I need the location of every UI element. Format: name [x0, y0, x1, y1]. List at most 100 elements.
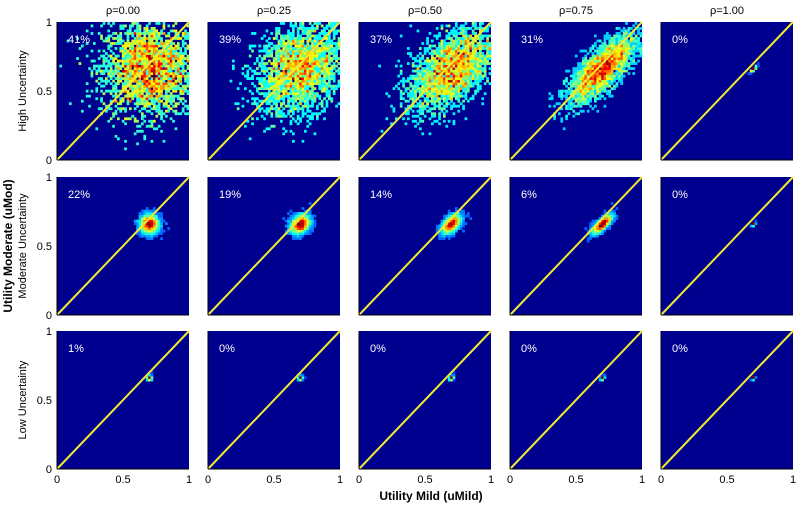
- density-cell: [431, 99, 434, 103]
- density-cell: [143, 37, 147, 40]
- density-cell: [596, 69, 600, 73]
- density-cell: [292, 107, 295, 111]
- density-cell: [399, 94, 403, 98]
- density-cell: [138, 82, 142, 86]
- density-cell: [294, 214, 298, 218]
- density-cell: [445, 29, 449, 33]
- density-cell: [304, 72, 307, 75]
- density-cell: [428, 77, 432, 81]
- density-cell: [328, 57, 331, 60]
- density-cell: [754, 376, 758, 379]
- density-cell: [608, 217, 612, 220]
- density-cell: [582, 89, 585, 93]
- density-cell: [153, 92, 156, 96]
- density-cell: [632, 49, 636, 53]
- density-cell: [306, 94, 310, 98]
- density-cell: [447, 119, 451, 123]
- density-cell: [467, 67, 470, 70]
- density-cell: [275, 27, 278, 30]
- density-cell: [268, 127, 271, 131]
- density-cell: [622, 32, 626, 35]
- density-cell: [332, 62, 336, 65]
- density-cell: [131, 74, 135, 78]
- density-cell: [639, 44, 643, 48]
- density-cell: [421, 72, 425, 75]
- density-cell: [608, 74, 612, 78]
- density-cell: [296, 107, 300, 111]
- density-cell: [153, 44, 156, 48]
- density-cell: [246, 72, 250, 75]
- density-cell: [479, 29, 482, 33]
- density-cell: [136, 94, 139, 98]
- density-cell: [311, 114, 314, 118]
- density-cell: [613, 74, 616, 78]
- density-cell: [594, 67, 597, 70]
- density-cell: [416, 74, 420, 78]
- density-cell: [577, 84, 580, 88]
- density-cell: [287, 112, 290, 116]
- density-cell: [591, 54, 595, 58]
- density-cell: [117, 59, 120, 63]
- density-cell: [450, 84, 453, 88]
- density-cell: [256, 67, 259, 70]
- density-cell: [100, 97, 103, 101]
- density-cell: [414, 84, 417, 88]
- density-cell: [311, 34, 314, 38]
- density-cell: [320, 29, 324, 33]
- density-cell: [301, 229, 305, 233]
- density-cell: [155, 82, 159, 86]
- density-cell: [280, 64, 283, 68]
- density-cell: [469, 67, 473, 70]
- density-cell: [479, 39, 482, 43]
- density-cell: [136, 34, 139, 38]
- density-cell: [260, 84, 264, 88]
- density-cell: [131, 52, 135, 55]
- density-cell: [467, 42, 470, 45]
- density-cell: [567, 99, 571, 103]
- density-cell: [100, 37, 103, 40]
- density-cell: [464, 52, 468, 55]
- density-cell: [258, 87, 262, 91]
- density-cell: [615, 62, 619, 65]
- density-cell: [433, 59, 437, 63]
- density-cell: [409, 82, 413, 86]
- density-cell: [459, 84, 463, 88]
- density-cell: [153, 234, 156, 238]
- density-cell: [119, 89, 123, 93]
- density-cell: [572, 72, 576, 75]
- density-cell: [301, 67, 305, 70]
- density-cell: [574, 77, 578, 81]
- density-cell: [474, 39, 477, 43]
- density-cell: [591, 222, 595, 225]
- density-cell: [337, 39, 341, 43]
- density-cell: [455, 69, 458, 73]
- density-cell: [596, 79, 600, 83]
- density-cell: [277, 72, 281, 75]
- density-cell: [85, 94, 89, 98]
- density-cell: [440, 237, 444, 241]
- density-cell: [471, 22, 475, 25]
- density-cell: [148, 49, 151, 53]
- density-cell: [323, 59, 326, 63]
- density-cell: [462, 54, 465, 58]
- density-cell: [323, 32, 326, 35]
- density-cell: [282, 34, 286, 38]
- density-cell: [579, 87, 583, 91]
- density-cell: [157, 229, 161, 233]
- density-cell: [282, 57, 286, 60]
- density-cell: [486, 44, 489, 48]
- density-cell: [306, 32, 310, 35]
- density-cell: [304, 59, 307, 63]
- density-cell: [150, 39, 154, 43]
- density-cell: [469, 57, 473, 60]
- density-cell: [150, 139, 154, 143]
- density-cell: [174, 37, 178, 40]
- density-cell: [445, 227, 449, 230]
- density-cell: [450, 376, 453, 379]
- density-cell: [435, 64, 439, 68]
- density-cell: [443, 99, 446, 103]
- density-cell: [272, 102, 276, 106]
- density-cell: [411, 87, 415, 91]
- density-cell: [452, 87, 456, 91]
- density-cell: [153, 87, 156, 91]
